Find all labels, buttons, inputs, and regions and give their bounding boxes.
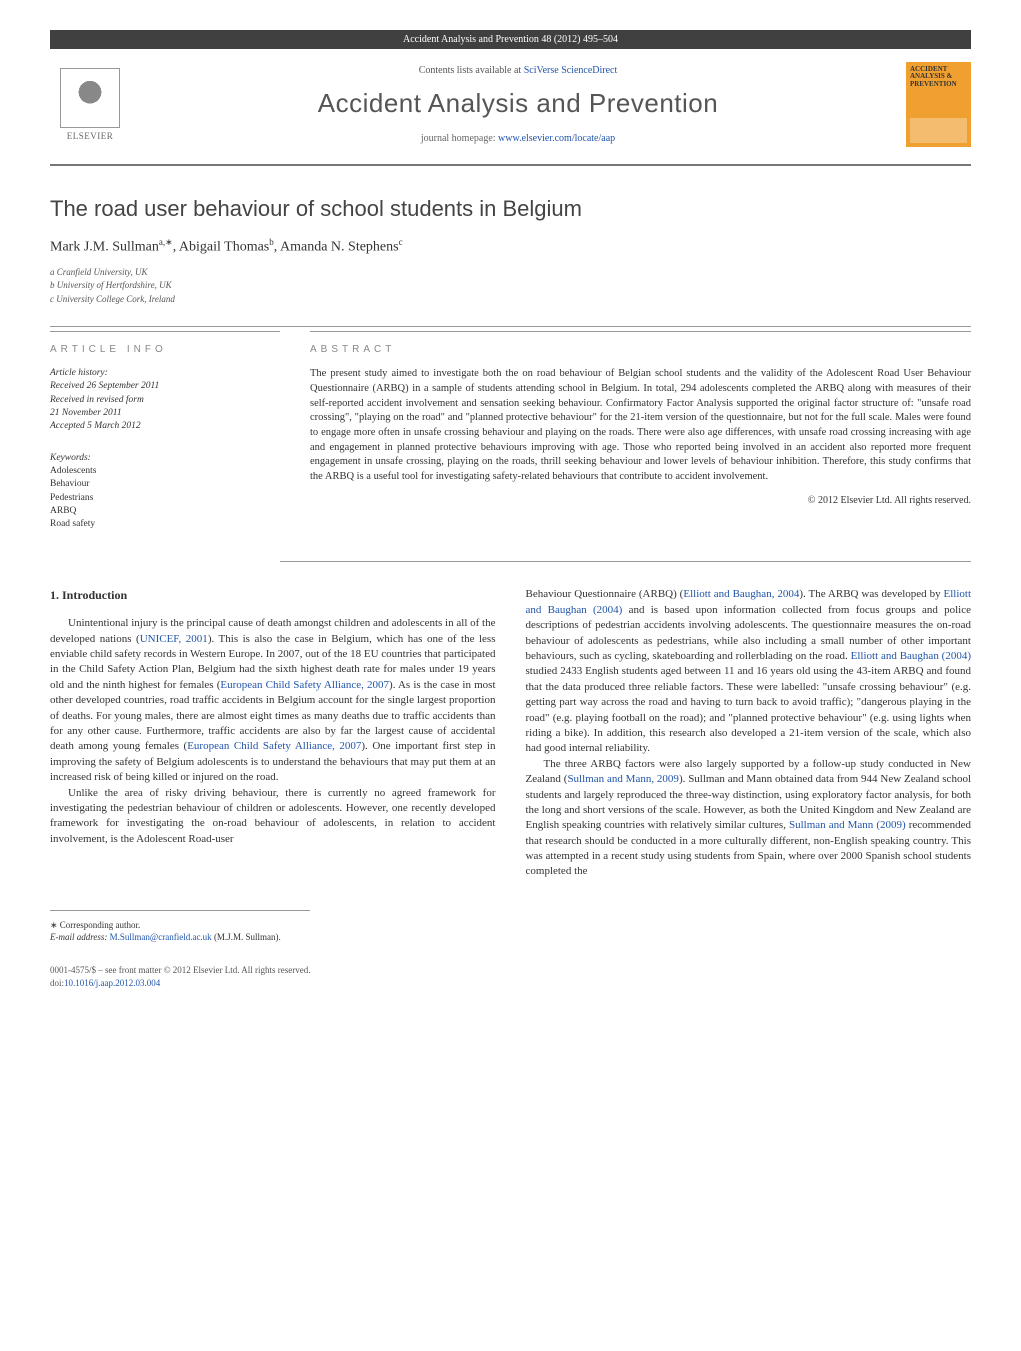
citation-ref[interactable]: Elliott and Baughan (2004): [851, 650, 971, 662]
revised-label: Received in revised form: [50, 394, 280, 407]
keywords-block: Keywords: Adolescents Behaviour Pedestri…: [50, 452, 280, 532]
header-center: Contents lists available at SciVerse Sci…: [150, 65, 886, 144]
citation-ref[interactable]: Sullman and Mann (2009): [789, 819, 906, 831]
email-line: E-mail address: M.Sullman@cranfield.ac.u…: [50, 931, 310, 944]
section-heading: 1. Introduction: [50, 587, 496, 604]
authors-line: Mark J.M. Sullmana,∗, Abigail Thomasb, A…: [50, 237, 971, 256]
affiliation-c: c University College Cork, Ireland: [50, 293, 971, 307]
revised-date: 21 November 2011: [50, 407, 280, 420]
affiliation-a: a Cranfield University, UK: [50, 266, 971, 280]
paragraph: Unintentional injury is the principal ca…: [50, 616, 496, 785]
paragraph: Behaviour Questionnaire (ARBQ) (Elliott …: [526, 587, 972, 756]
keywords-label: Keywords:: [50, 452, 280, 465]
doi-link[interactable]: 10.1016/j.aap.2012.03.004: [64, 978, 160, 988]
info-abstract-section: ARTICLE INFO Article history: Received 2…: [50, 326, 971, 531]
doi-line: doi:10.1016/j.aap.2012.03.004: [50, 977, 971, 990]
citation-ref[interactable]: European Child Safety Alliance, 2007: [187, 740, 361, 752]
sciencedirect-link[interactable]: SciVerse ScienceDirect: [524, 65, 618, 76]
divider: [280, 561, 971, 562]
corresponding-author: ∗ Corresponding author. E-mail address: …: [50, 910, 310, 944]
publisher-logo: ELSEVIER: [50, 59, 130, 149]
homepage-link[interactable]: www.elsevier.com/locate/aap: [498, 133, 615, 144]
accepted-date: Accepted 5 March 2012: [50, 420, 280, 433]
body-columns: 1. Introduction Unintentional injury is …: [50, 587, 971, 879]
journal-name: Accident Analysis and Prevention: [150, 88, 886, 119]
paragraph: The three ARBQ factors were also largely…: [526, 757, 972, 880]
left-column: 1. Introduction Unintentional injury is …: [50, 587, 496, 879]
email-link[interactable]: M.Sullman@cranfield.ac.uk: [110, 932, 212, 942]
cover-decoration: [910, 118, 967, 143]
keyword: Behaviour: [50, 478, 280, 491]
history-label: Article history:: [50, 367, 280, 380]
citation-ref[interactable]: UNICEF, 2001: [140, 633, 208, 645]
right-column: Behaviour Questionnaire (ARBQ) (Elliott …: [526, 587, 972, 879]
elsevier-tree-icon: [60, 68, 120, 128]
article-title: The road user behaviour of school studen…: [50, 196, 971, 222]
citation-ref[interactable]: Sullman and Mann, 2009: [567, 773, 679, 785]
publisher-name: ELSEVIER: [67, 131, 114, 141]
history-block: Article history: Received 26 September 2…: [50, 367, 280, 433]
keyword: ARBQ: [50, 505, 280, 518]
abstract-text: The present study aimed to investigate b…: [310, 367, 971, 485]
citation-text: Accident Analysis and Prevention 48 (201…: [403, 34, 618, 45]
copyright-line: © 2012 Elsevier Ltd. All rights reserved…: [310, 495, 971, 506]
article-info: ARTICLE INFO Article history: Received 2…: [50, 331, 280, 531]
info-heading: ARTICLE INFO: [50, 344, 280, 355]
received-date: Received 26 September 2011: [50, 380, 280, 393]
journal-header: ELSEVIER Contents lists available at Sci…: [50, 49, 971, 166]
keyword: Adolescents: [50, 465, 280, 478]
affiliation-b: b University of Hertfordshire, UK: [50, 279, 971, 293]
contents-line: Contents lists available at SciVerse Sci…: [150, 65, 886, 76]
citation-bar: Accident Analysis and Prevention 48 (201…: [50, 30, 971, 49]
affiliations: a Cranfield University, UK b University …: [50, 266, 971, 307]
issn-line: 0001-4575/$ – see front matter © 2012 El…: [50, 964, 971, 977]
cover-title: ACCIDENT ANALYSIS & PREVENTION: [910, 66, 967, 89]
abstract-heading: ABSTRACT: [310, 344, 971, 355]
corr-label: ∗ Corresponding author.: [50, 919, 310, 932]
homepage-line: journal homepage: www.elsevier.com/locat…: [150, 133, 886, 144]
paragraph: Unlike the area of risky driving behavio…: [50, 786, 496, 848]
keyword: Pedestrians: [50, 492, 280, 505]
footer-meta: 0001-4575/$ – see front matter © 2012 El…: [50, 964, 971, 989]
citation-ref[interactable]: Elliott and Baughan, 2004: [683, 588, 799, 600]
abstract-section: ABSTRACT The present study aimed to inve…: [310, 331, 971, 531]
journal-cover: ACCIDENT ANALYSIS & PREVENTION: [906, 62, 971, 147]
keyword: Road safety: [50, 518, 280, 531]
citation-ref[interactable]: European Child Safety Alliance, 2007: [220, 679, 389, 691]
